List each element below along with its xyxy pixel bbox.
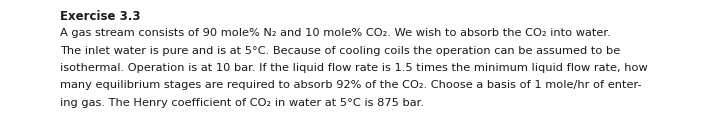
Text: The inlet water is pure and is at 5°C. Because of cooling coils the operation ca: The inlet water is pure and is at 5°C. B… bbox=[60, 45, 620, 55]
Text: isothermal. Operation is at 10 bar. If the liquid flow rate is 1.5 times the min: isothermal. Operation is at 10 bar. If t… bbox=[60, 63, 648, 73]
Text: Exercise 3.3: Exercise 3.3 bbox=[60, 10, 140, 23]
Text: many equilibrium stages are required to absorb 92% of the CO₂. Choose a basis of: many equilibrium stages are required to … bbox=[60, 80, 642, 90]
Text: A gas stream consists of 90 mole% N₂ and 10 mole% CO₂. We wish to absorb the CO₂: A gas stream consists of 90 mole% N₂ and… bbox=[60, 28, 611, 38]
Text: ing gas. The Henry coefficient of CO₂ in water at 5°C is 875 bar.: ing gas. The Henry coefficient of CO₂ in… bbox=[60, 98, 424, 108]
